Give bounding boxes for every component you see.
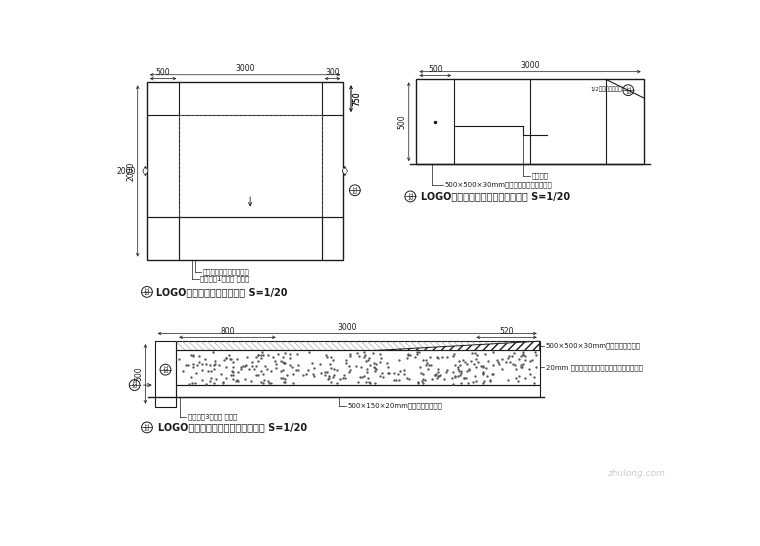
Bar [176,351,540,385]
Text: H: H [163,366,167,371]
Bar [416,79,644,164]
Text: H: H [132,382,137,387]
Text: H: H [343,168,347,173]
Text: 鵝石子（1公年） 鋪鋪石: 鵝石子（1公年） 鋪鋪石 [200,276,249,282]
Polygon shape [375,341,540,351]
Text: H: H [144,168,147,173]
Text: 3000: 3000 [521,61,540,70]
Text: H: H [353,187,357,192]
Text: H: H [145,288,149,293]
Text: 10: 10 [163,369,169,374]
Text: 500: 500 [397,115,407,129]
Polygon shape [342,167,347,176]
Polygon shape [344,169,346,173]
Text: 2000: 2000 [126,161,135,181]
Text: 500: 500 [134,366,143,381]
Text: 10: 10 [407,196,413,201]
Text: 20mm 厚花崗石材（燙印）配合鋼筋彎弧加工: 20mm 厚花崗石材（燙印）配合鋼筋彎弧加工 [546,364,643,371]
Text: LOGO平台休憩區花台立面圖（二） S=1/20: LOGO平台休憩區花台立面圖（二） S=1/20 [159,423,308,432]
Text: 520: 520 [499,327,514,336]
Text: 1/2圓多角邊磨角折: 1/2圓多角邊磨角折 [591,87,622,92]
Text: LOGO平台休憩區花台平面圖 S=1/20: LOGO平台休憩區花台平面圖 S=1/20 [157,287,288,297]
Text: 10: 10 [342,170,347,175]
Bar [176,341,540,351]
Text: 800: 800 [220,327,235,336]
Text: H: H [145,424,149,429]
Text: 鋼筋混凝土鋪面（花主）: 鋼筋混凝土鋪面（花主） [202,269,249,275]
Bar [176,385,540,396]
Text: 500×500×30mm花崗石材（磨面）: 500×500×30mm花崗石材（磨面） [546,342,641,349]
Bar [147,82,344,259]
Text: H: H [626,86,630,92]
Text: LOGO平台休憩區花台立面圖（一） S=1/20: LOGO平台休憩區花台立面圖（一） S=1/20 [421,192,570,201]
Text: 750: 750 [353,91,362,106]
Text: H: H [408,193,413,198]
Text: 500: 500 [156,68,170,77]
Text: 10: 10 [352,189,358,195]
Polygon shape [143,167,148,176]
Text: 300: 300 [325,68,340,77]
Text: 石材壓著: 石材壓著 [531,173,548,179]
Text: 10: 10 [625,90,632,94]
Text: 500: 500 [428,65,442,74]
Text: 2000: 2000 [117,167,136,175]
Polygon shape [144,169,147,173]
Text: 3000: 3000 [236,64,255,73]
Text: 500×150×20mm花崗石材（燙印）: 500×150×20mm花崗石材（燙印） [347,402,442,409]
Text: 500×500×30mm花崗石材（磨面、燙印）: 500×500×30mm花崗石材（磨面、燙印） [445,182,553,188]
Text: zhulong.com: zhulong.com [607,469,665,478]
Bar [154,341,176,407]
Text: 750: 750 [353,91,362,106]
Text: 10: 10 [131,384,138,389]
Text: 10: 10 [143,170,148,175]
Text: 10: 10 [144,292,150,296]
Text: 3000: 3000 [337,323,357,332]
Text: 鵝石子（3公年） 鋪鋪框: 鵝石子（3公年） 鋪鋪框 [188,413,237,420]
Text: 10: 10 [144,427,150,432]
